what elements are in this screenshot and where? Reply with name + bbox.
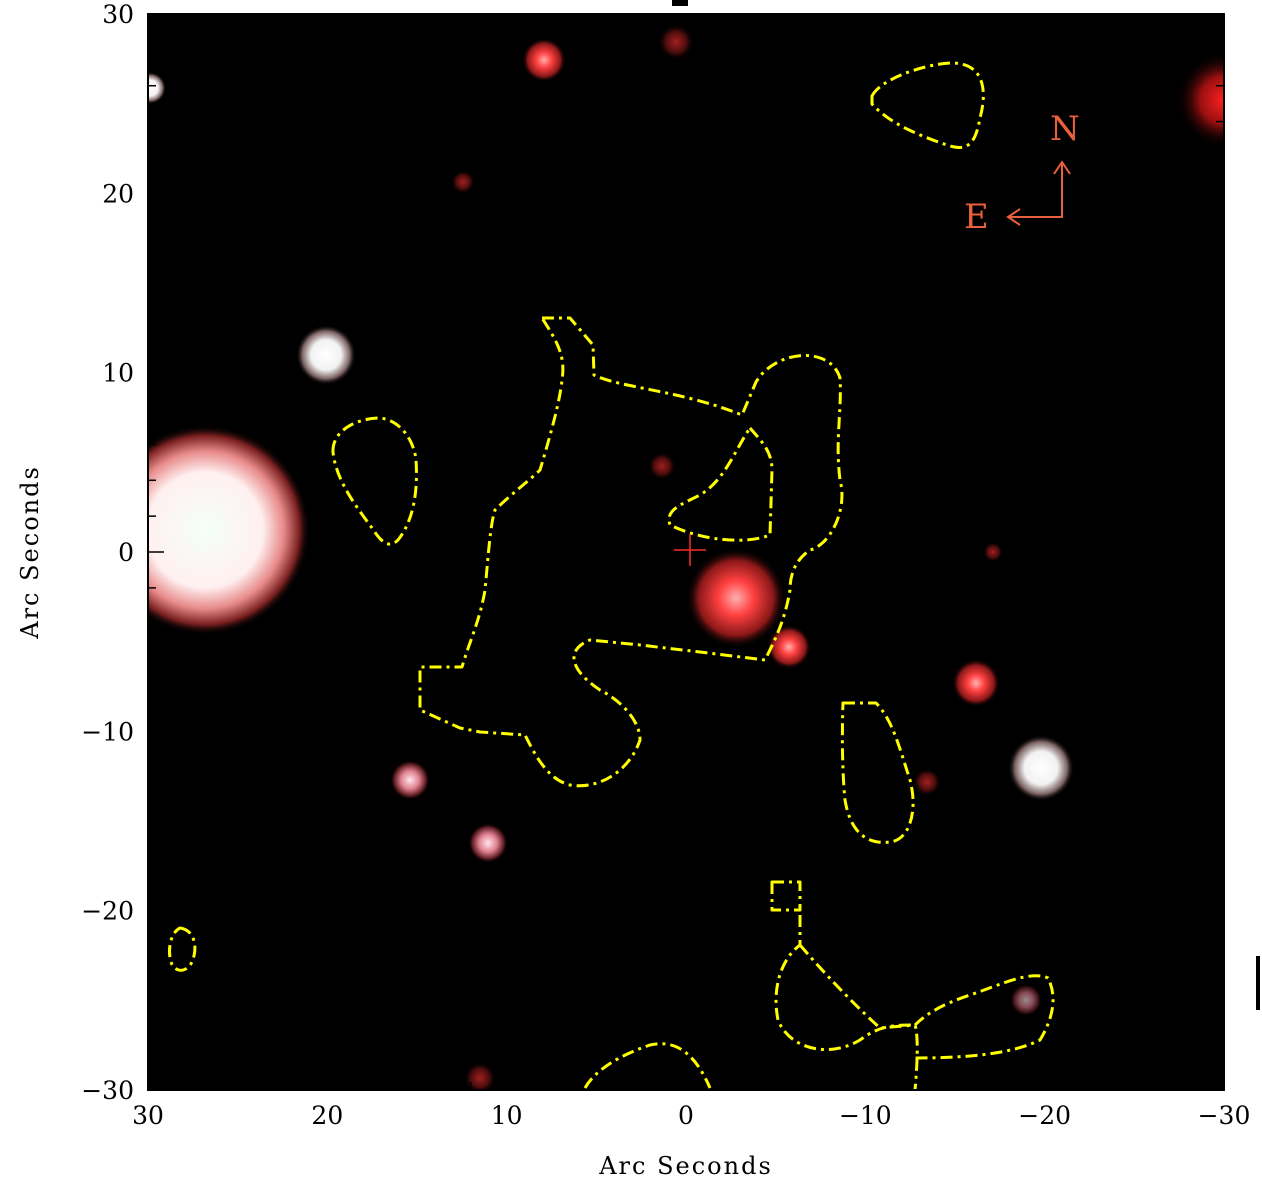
y-tick-label: 10 bbox=[102, 359, 134, 388]
red-source bbox=[658, 24, 694, 60]
y-tick-label: 30 bbox=[102, 0, 134, 29]
contour-line bbox=[168, 926, 197, 972]
y-tick-label: 20 bbox=[102, 179, 134, 208]
pink-source bbox=[390, 760, 430, 800]
image-background bbox=[148, 14, 1224, 1090]
edge-source bbox=[148, 72, 166, 104]
compass: N E bbox=[964, 109, 1080, 237]
pink-source bbox=[468, 823, 508, 863]
contour-line bbox=[840, 701, 915, 844]
faint-source bbox=[983, 542, 1003, 562]
x-tick-label: 0 bbox=[678, 1101, 694, 1130]
faint-source bbox=[913, 768, 941, 796]
edge-source bbox=[1176, 52, 1224, 148]
x-axis-title: Arc Seconds bbox=[598, 1152, 773, 1180]
y-tick-label: −10 bbox=[81, 717, 134, 746]
x-tick-label: −10 bbox=[839, 1101, 892, 1130]
faint-source bbox=[451, 170, 475, 194]
star-source bbox=[1008, 735, 1074, 801]
contour-line bbox=[774, 915, 919, 1090]
x-tick-label: −20 bbox=[1018, 1101, 1071, 1130]
target-source bbox=[686, 548, 786, 648]
cropped-title-fragment bbox=[672, 0, 688, 6]
red-source bbox=[767, 625, 811, 669]
x-tick-label: 20 bbox=[311, 1101, 343, 1130]
contour-line bbox=[331, 416, 418, 546]
x-tick-label: 30 bbox=[132, 1101, 164, 1130]
x-tick-label: 10 bbox=[491, 1101, 523, 1130]
contour-layer bbox=[168, 61, 1055, 1090]
compass-east-label: E bbox=[964, 197, 989, 237]
contour-line bbox=[870, 61, 985, 149]
y-tick-label: −30 bbox=[81, 1076, 134, 1105]
axis-ticks bbox=[147, 13, 1225, 1091]
y-axis-title: Arc Seconds bbox=[16, 465, 44, 640]
y-axis-tick-labels: 30 20 10 0 −10 −20 −30 bbox=[81, 0, 134, 1105]
contour-line bbox=[770, 880, 802, 912]
sources-layer bbox=[148, 24, 1224, 1090]
colorbar-fragment bbox=[1256, 956, 1260, 1010]
x-tick-label: −30 bbox=[1198, 1101, 1251, 1130]
east-arrow-head-icon bbox=[1006, 208, 1021, 226]
faint-source bbox=[464, 1062, 496, 1090]
compass-north-label: N bbox=[1050, 109, 1080, 149]
star-source bbox=[148, 425, 310, 635]
star-source bbox=[296, 325, 356, 385]
red-source bbox=[522, 38, 566, 82]
y-tick-label: −20 bbox=[81, 897, 134, 926]
contour-line bbox=[583, 1042, 712, 1089]
faint-source bbox=[648, 452, 676, 480]
contour-line bbox=[418, 316, 844, 788]
y-tick-label: 0 bbox=[118, 538, 134, 567]
x-axis-tick-labels: 30 20 10 0 −10 −20 −30 bbox=[132, 1101, 1250, 1130]
faint-source bbox=[1010, 984, 1042, 1016]
red-source bbox=[952, 659, 1000, 707]
compass-arrows bbox=[1008, 162, 1063, 218]
north-arrow-head-icon bbox=[1053, 160, 1071, 175]
crosshair-marker bbox=[674, 534, 706, 566]
contour-line bbox=[798, 944, 1055, 1060]
